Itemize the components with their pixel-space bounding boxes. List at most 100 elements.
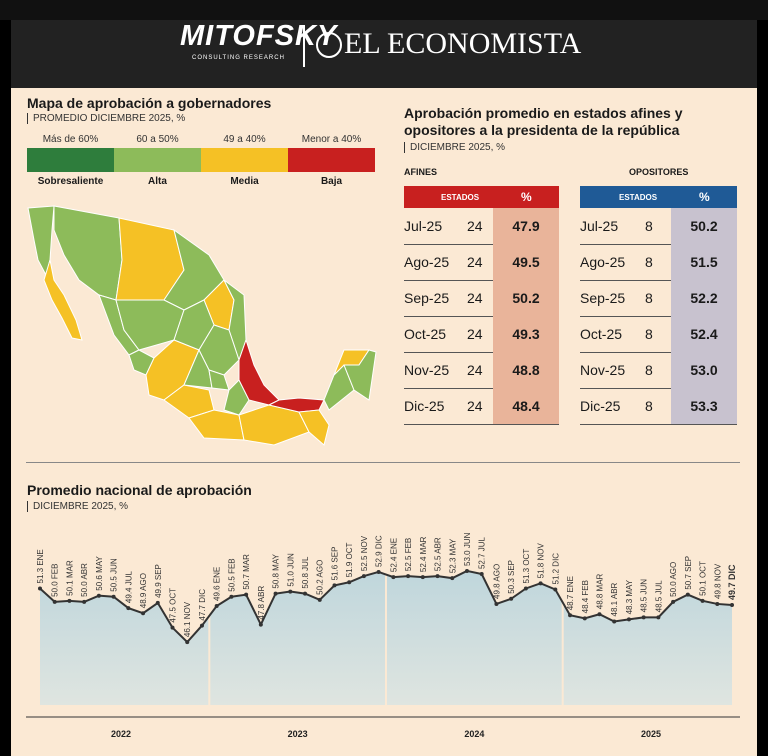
row-states: 8 xyxy=(645,218,653,234)
data-label: 49.9 SEP xyxy=(154,564,163,598)
row-pct: 50.2 xyxy=(493,280,559,316)
row-states: 8 xyxy=(645,290,653,306)
header-banner xyxy=(11,20,757,88)
data-point xyxy=(568,613,573,618)
row-pct: 49.3 xyxy=(493,316,559,352)
data-point xyxy=(67,598,72,603)
table-row: Jul-25 24 47.9 xyxy=(404,208,559,245)
row-month: Ago-25 xyxy=(580,254,626,270)
row-states: 8 xyxy=(645,398,653,414)
afines-table: ESTADOS% Jul-25 24 47.9 Ago-25 24 49.5 Sep-25 24… xyxy=(404,186,559,425)
data-point xyxy=(141,611,146,616)
data-label: 47.8 ABR xyxy=(257,586,266,620)
data-point xyxy=(52,599,57,604)
state-michoacan xyxy=(163,384,215,419)
legend-label: Baja xyxy=(320,176,343,187)
row-pct: 52.2 xyxy=(671,280,737,316)
data-label: 50.5 FEB xyxy=(227,558,236,591)
year-label: 2025 xyxy=(641,729,661,739)
table-row: Ago-25 8 51.5 xyxy=(580,244,737,281)
mexico-map xyxy=(27,205,377,446)
data-label: 50.7 SEP xyxy=(684,556,693,590)
data-point xyxy=(391,575,396,580)
row-pct: 48.4 xyxy=(493,388,559,424)
row-states: 8 xyxy=(645,326,653,342)
row-states: 24 xyxy=(467,218,483,234)
row-month: Sep-25 xyxy=(580,290,626,306)
data-label: 51.6 SEP xyxy=(330,547,339,581)
brand-mitofsky-sub: CONSULTING RESEARCH xyxy=(192,55,285,61)
data-label: 51.9 OCT xyxy=(345,542,354,577)
legend-swatch xyxy=(114,148,201,172)
row-pct: 52.4 xyxy=(671,316,737,352)
data-label: 50.7 MAR xyxy=(242,554,251,590)
data-point xyxy=(509,596,514,601)
data-label: 48.1 ABR xyxy=(610,582,619,616)
data-label: 50.0 FEB xyxy=(51,564,60,597)
section-divider xyxy=(26,462,740,463)
brand-separator xyxy=(303,25,305,67)
data-point xyxy=(82,599,87,604)
row-states: 8 xyxy=(645,362,653,378)
table-row: Ago-25 24 49.5 xyxy=(404,244,559,281)
data-point xyxy=(155,600,160,605)
data-label: 50.5 JUN xyxy=(110,558,119,592)
data-label: 52.5 ABR xyxy=(434,537,443,571)
table-row: Sep-25 8 52.2 xyxy=(580,280,737,317)
data-point xyxy=(406,574,411,579)
data-point xyxy=(656,615,661,620)
row-pct: 48.8 xyxy=(493,352,559,388)
row-month: Dic-25 xyxy=(404,398,445,414)
legend-swatch xyxy=(288,148,375,172)
year-label: 2023 xyxy=(288,729,308,739)
data-point xyxy=(597,612,602,617)
chart-title: Promedio nacional de aprobación xyxy=(27,482,252,498)
data-point xyxy=(494,601,499,606)
data-point xyxy=(288,589,293,594)
left-rail xyxy=(0,20,11,756)
data-label: 51.8 NOV xyxy=(537,543,546,579)
table-row: Oct-25 8 52.4 xyxy=(580,316,737,353)
row-month: Oct-25 xyxy=(580,326,623,342)
right-rail xyxy=(757,20,768,756)
row-month: Sep-25 xyxy=(404,290,450,306)
row-states: 24 xyxy=(467,326,483,342)
legend-swatch xyxy=(201,148,288,172)
brand-el-economista: EL ECONOMISTA xyxy=(344,27,582,60)
data-point xyxy=(347,580,352,585)
data-label: 51.0 JUN xyxy=(286,553,295,587)
row-states: 24 xyxy=(467,254,483,270)
data-label: 50.8 JUL xyxy=(301,556,310,589)
table-header: ESTADOS% xyxy=(404,186,559,208)
data-point xyxy=(258,622,263,627)
table-row: Oct-25 24 49.3 xyxy=(404,316,559,353)
data-label: 50.0 ABR xyxy=(80,563,89,597)
map-subtitle: PROMEDIO DICIEMBRE 2025, % xyxy=(27,113,185,124)
data-label: 47.5 OCT xyxy=(169,588,178,623)
data-label: 49.7 DIC xyxy=(727,564,737,600)
data-label: 48.9 AGO xyxy=(139,573,148,608)
data-point xyxy=(111,594,116,599)
data-point xyxy=(730,602,734,607)
data-label: 51.2 DIC xyxy=(551,553,560,585)
opositores-table: ESTADOS% Jul-25 8 50.2 Ago-25 8 51.5 Sep-25 8 52.… xyxy=(580,186,737,425)
legend-range: 49 a 40% xyxy=(223,134,266,145)
table-row: Dic-25 8 53.3 xyxy=(580,388,737,425)
data-label: 50.6 MAY xyxy=(95,555,104,590)
data-point xyxy=(332,583,337,588)
map-title: Mapa de aprobación a gobernadores xyxy=(27,95,272,111)
data-point xyxy=(435,574,440,579)
row-pct: 53.3 xyxy=(671,388,737,424)
tables-title: Aprobación promedio en estados afines y … xyxy=(404,105,683,139)
state-chiapas xyxy=(298,409,330,446)
data-point xyxy=(229,594,234,599)
legend-range: Menor a 40% xyxy=(301,134,362,145)
state-sonora xyxy=(53,205,123,301)
data-point xyxy=(244,592,249,597)
data-label: 49.8 NOV xyxy=(713,563,722,599)
row-month: Nov-25 xyxy=(580,362,626,378)
row-states: 24 xyxy=(467,398,483,414)
data-point xyxy=(126,606,131,611)
data-label: 52.5 NOV xyxy=(360,535,369,571)
col-states-header: ESTADOS xyxy=(619,193,658,202)
